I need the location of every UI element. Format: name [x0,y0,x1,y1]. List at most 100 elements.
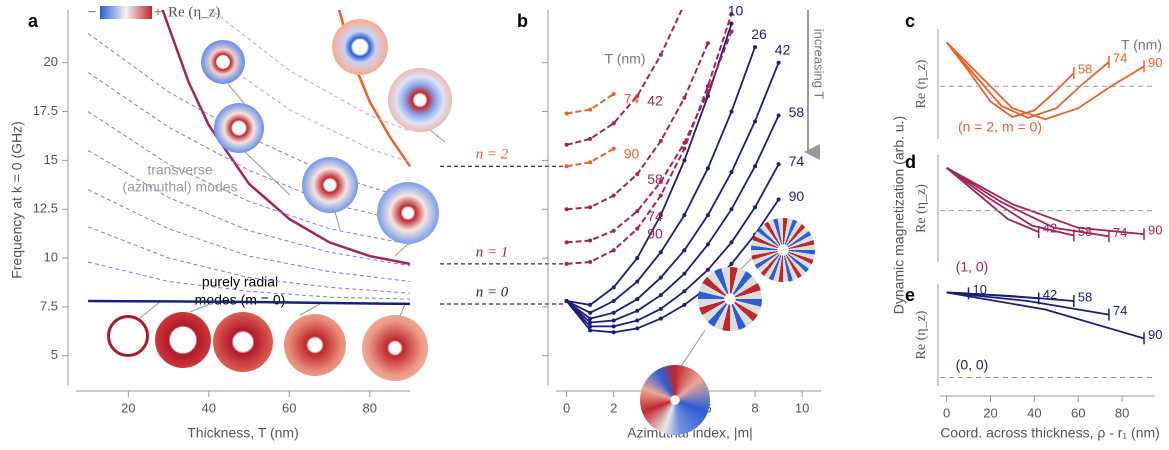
dashed-line [87,261,411,300]
mode-profile [155,312,211,368]
series-label: 74 [1113,225,1127,240]
annotation: increasing T [812,29,827,100]
line [161,10,411,266]
y-tick-label: 7.5 [40,298,58,313]
point [635,209,640,214]
point [588,136,593,141]
series-label: 42 [647,93,663,109]
point [611,310,616,315]
dashed-line [87,111,411,245]
series-label: 58 [647,171,663,187]
point [564,142,569,147]
y-tick-label: 20 [44,54,58,69]
point [635,326,640,331]
point [753,205,758,210]
point [776,197,781,202]
colorbar-low: − [88,4,96,20]
point [729,21,734,26]
point [729,261,734,266]
x-tick-label: 2 [610,400,617,415]
x-tick-label: 40 [1027,405,1041,420]
point [682,289,687,294]
line [566,62,780,320]
mode-profile [377,182,439,244]
point [729,240,734,245]
legend-title: T (nm) [605,51,646,67]
point [564,299,569,304]
point [729,109,734,114]
point [753,45,758,50]
x-axis-label: Thickness, T (nm) [187,425,299,441]
point [658,316,663,321]
dashed-line [566,13,733,265]
line [945,41,1110,119]
point [611,91,616,96]
plot-area [87,10,412,306]
series-label: 10 [973,282,987,297]
annotation: (n = 2, m = 0) [958,119,1042,135]
point [611,324,616,329]
point [753,119,758,124]
point [753,164,758,169]
x-axis-label: Coord. across thickness, ρ - r₁ (nm) [940,425,1160,441]
point [611,285,616,290]
colorbar [100,6,152,19]
x-tick-label: 8 [751,400,758,415]
point [682,140,687,145]
dashed-line [208,52,411,163]
point [682,158,687,163]
dashed-line [87,72,411,224]
series-label: n = 1 [476,244,509,260]
mode-profile [388,68,452,132]
line [565,115,780,324]
point [776,162,781,167]
point [705,93,710,98]
point [682,146,687,151]
series-label: 90 [789,188,805,204]
point [682,248,687,253]
plot-area [946,167,1145,238]
mode-profile [640,365,710,435]
point [729,207,734,212]
point [705,242,710,247]
point [705,84,710,89]
point [658,293,663,298]
mode-profile [284,314,346,376]
x-tick-label: 80 [1115,405,1129,420]
point [564,164,569,169]
annotation: (1, 0) [956,259,989,275]
series-label: 90 [1148,55,1162,70]
panel-label: c [905,11,915,31]
point [588,302,593,307]
series-label: 74 [1113,50,1127,65]
series-label: 74 [1113,303,1127,318]
line [946,291,1145,340]
y-tick-label: 10 [44,249,58,264]
annotation: (0, 0) [956,357,989,373]
y-tick-label: 17.5 [33,103,58,118]
point [705,166,710,171]
point [588,238,593,243]
y-axis-label: Re (η_z) [914,310,929,359]
point [588,316,593,321]
dashed-line [87,226,411,294]
series-label: 74 [647,208,663,224]
y-tick-label: 12.5 [33,201,58,216]
point [635,226,640,231]
mode-profile [201,40,245,84]
point [635,172,640,177]
point [705,267,710,272]
point [635,279,640,284]
series-label: 90 [624,145,640,161]
mode-profile [362,315,428,381]
series-label: n = 0 [476,284,509,300]
series-label: 58 [789,104,805,120]
point [658,213,663,218]
x-tick-label: 60 [282,400,296,415]
panel-label: d [905,152,916,172]
point [611,330,616,335]
y-tick-label: 15 [44,152,58,167]
mode-profile [698,267,762,331]
legend-title: T (nm) [1121,37,1162,53]
point [564,207,569,212]
